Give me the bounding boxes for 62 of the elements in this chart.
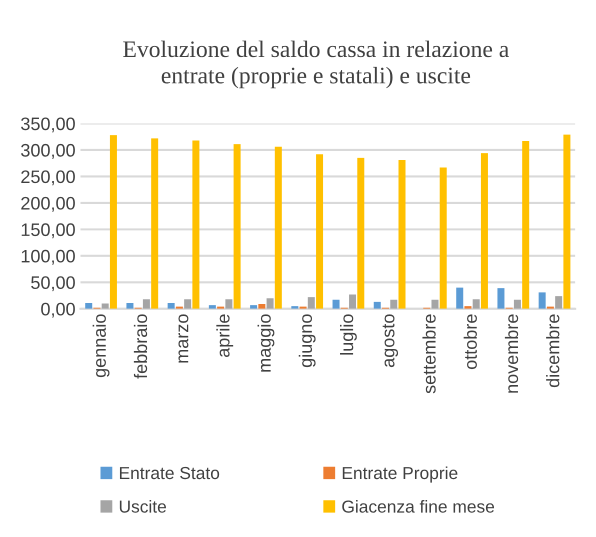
bar: [308, 297, 315, 309]
legend-label: Entrate Proprie: [342, 466, 458, 483]
bar: [563, 134, 570, 309]
bar: [497, 288, 504, 309]
bar: [472, 299, 480, 309]
bar: [332, 300, 340, 309]
legend-label: Giacenza fine mese: [342, 500, 494, 513]
bar: [480, 153, 488, 309]
bar: [102, 303, 109, 309]
x-tick-label: maggio: [258, 314, 274, 372]
bar: [316, 154, 324, 309]
y-tick-label: 150,00: [22, 223, 75, 238]
bar: [374, 302, 381, 309]
bar: [208, 305, 216, 309]
bar: [349, 294, 356, 309]
y-tick-label: 350,00: [21, 117, 75, 132]
bar: [110, 135, 117, 309]
x-tick-label: agosto: [382, 314, 398, 368]
x-tick-label: dicembre: [546, 314, 560, 388]
chart-title: Evoluzione del saldo cassa in relazione a entrate (proprie e statali) e uscite: [123, 40, 509, 88]
bar: [142, 299, 150, 309]
bar: [234, 144, 241, 309]
bar: [85, 302, 92, 309]
y-tick-label: 100,00: [22, 250, 75, 265]
bar: [266, 298, 274, 309]
x-tick-label: marzo: [178, 314, 188, 363]
x-tick-label: giugno: [298, 314, 316, 368]
x-tick-label: settembre: [422, 314, 436, 394]
x-tick-label: gennaio: [92, 314, 110, 378]
x-tick-label: ottobre: [464, 314, 477, 370]
bar: [291, 306, 298, 309]
bar: [274, 146, 282, 309]
x-tick-label: luglio: [340, 314, 357, 355]
bar: [538, 292, 546, 309]
y-tick-label: 200,00: [21, 196, 75, 212]
x-tick-label: aprile: [216, 314, 234, 358]
x-tick-label: febbraio: [134, 314, 148, 379]
bar: [514, 300, 521, 309]
bar: [168, 302, 175, 309]
bar: [126, 302, 134, 309]
bar: [258, 304, 266, 309]
y-tick-label: 250,00: [21, 170, 75, 186]
bar: [522, 140, 530, 309]
bar: [440, 167, 447, 309]
bar: [357, 158, 364, 309]
bar: [192, 140, 200, 309]
bar: [555, 296, 562, 309]
bar: [390, 300, 398, 309]
bar: [456, 288, 464, 309]
y-tick-label: 50,00: [31, 276, 75, 292]
y-tick-label: 300,00: [21, 144, 75, 159]
bar: [184, 299, 192, 309]
legend-label: Uscite: [120, 500, 166, 513]
bar: [250, 305, 258, 309]
bar: [398, 160, 406, 309]
x-tick-label: novembre: [504, 314, 518, 393]
bar: [225, 299, 232, 309]
bar: [431, 300, 438, 309]
legend-label: Entrate Stato: [120, 466, 220, 480]
y-tick-label: 0,00: [41, 302, 75, 318]
bar: [464, 306, 472, 309]
bar: [151, 138, 158, 309]
